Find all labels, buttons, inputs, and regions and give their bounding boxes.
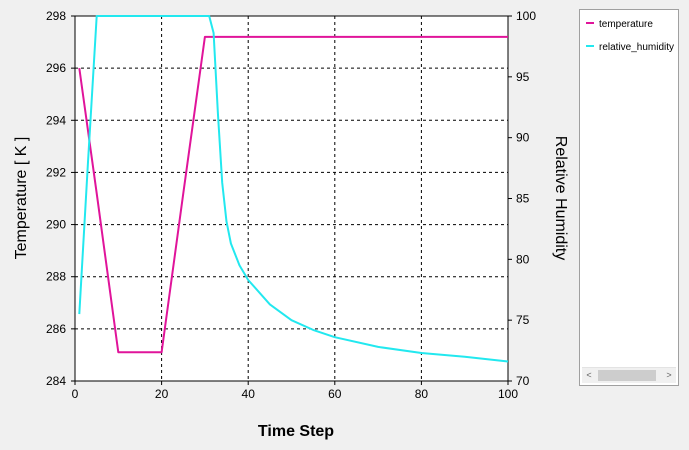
legend-panel: temperature relative_humidity < > (579, 9, 679, 386)
x-tick-label: 100 (498, 387, 518, 401)
y2-tick-label: 85 (516, 192, 530, 206)
x-axis-title: Time Step (258, 423, 334, 440)
y-tick-label: 296 (46, 61, 66, 75)
x-tick-label: 40 (242, 387, 256, 401)
y-tick-label: 292 (46, 165, 66, 179)
scrollbar-thumb[interactable] (598, 370, 656, 381)
y-tick-label: 286 (46, 322, 66, 336)
y-tick-label: 290 (46, 218, 66, 232)
y2-tick-label: 75 (516, 313, 530, 327)
tick-layer: 0 20 40 60 80 100 284 286 288 290 292 294 296 298 70 75… (46, 9, 536, 401)
legend-label: relative_humidity (599, 42, 675, 53)
legend-horizontal-scrollbar[interactable]: < > (582, 367, 676, 383)
y2-tick-label: 95 (516, 70, 530, 84)
y2-tick-label: 70 (516, 374, 530, 388)
series-layer (78, 15, 509, 363)
series-line-temperature (78, 35, 508, 354)
x-tick-label: 80 (415, 387, 429, 401)
plot-background (74, 15, 509, 382)
y-axis-title: Temperature [ K ] (13, 137, 30, 260)
legend-item-temperature[interactable]: temperature (586, 18, 678, 32)
y2-tick-label: 90 (516, 131, 530, 145)
chart-area: 0 20 40 60 80 100 284 286 288 290 292 294 296 298 70 75… (13, 9, 569, 440)
y2-tick-label: 80 (516, 252, 530, 266)
y-tick-label: 288 (46, 270, 66, 284)
x-tick-label: 60 (328, 387, 342, 401)
line-chart: 0 20 40 60 80 100 284 286 288 290 292 294 296 298 70 75… (13, 9, 569, 440)
legend-label: temperature (599, 19, 653, 30)
grid-lines (75, 16, 508, 381)
y-tick-label: 298 (46, 9, 66, 23)
y2-axis-title: Relative Humidity (552, 136, 569, 260)
y-tick-label: 284 (46, 374, 66, 388)
x-tick-label: 0 (72, 387, 79, 401)
y2-tick-label: 100 (516, 9, 536, 23)
legend-swatch-temperature (586, 22, 594, 25)
scroll-left-arrow-icon[interactable]: < (586, 370, 592, 380)
legend-swatch-relative-humidity (586, 45, 594, 48)
x-tick-label: 20 (155, 387, 169, 401)
series-line-relative-humidity (78, 15, 509, 363)
y-tick-label: 294 (46, 113, 66, 127)
scroll-right-arrow-icon[interactable]: > (666, 370, 672, 380)
legend-item-relative-humidity[interactable]: relative_humidity (586, 41, 678, 55)
